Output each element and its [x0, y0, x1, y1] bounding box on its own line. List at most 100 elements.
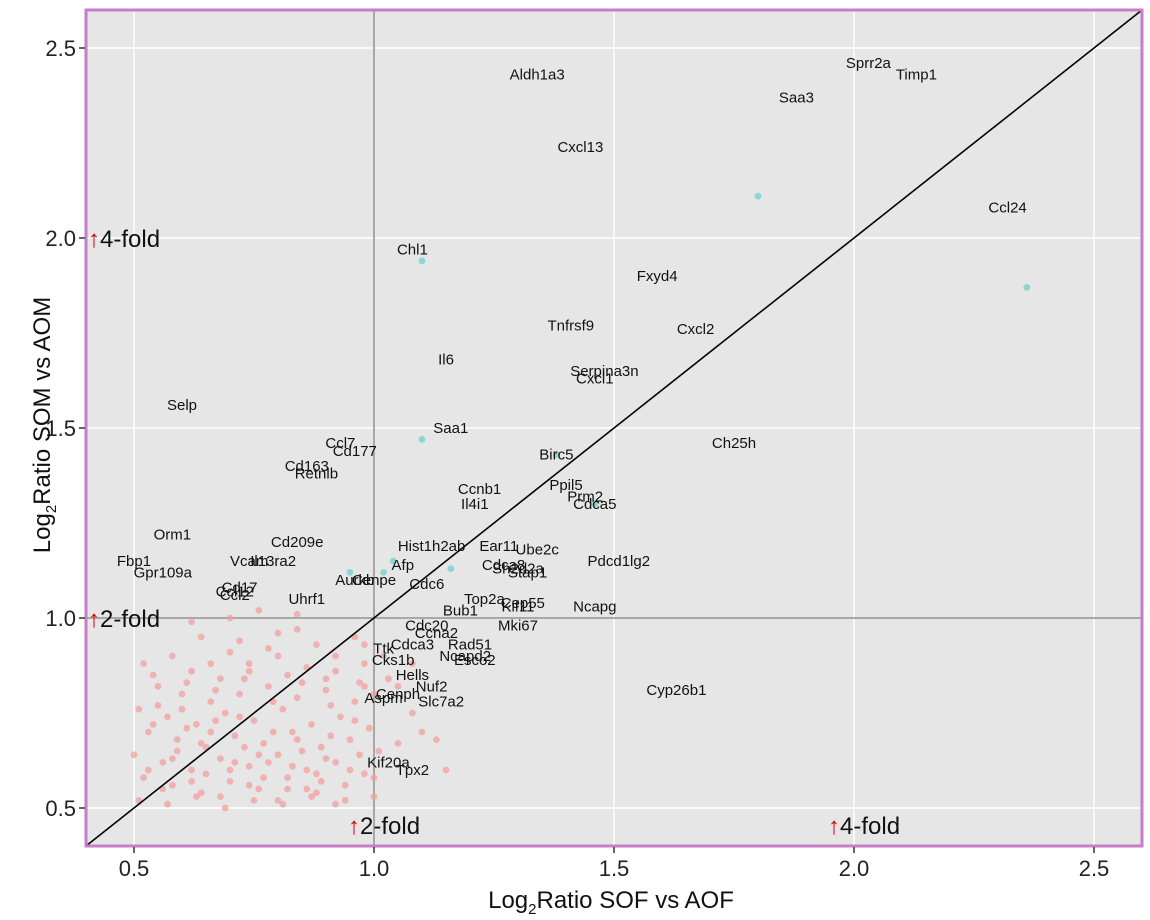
data-point [303, 785, 311, 793]
data-point [241, 675, 248, 683]
data-point [279, 800, 287, 808]
data-point [375, 747, 383, 755]
x-tick-label: 1.5 [599, 856, 630, 881]
data-point [164, 800, 172, 808]
gene-label: Ppil5 [549, 477, 582, 494]
data-point [188, 667, 196, 675]
data-point [327, 702, 335, 709]
gene-label: Timp1 [896, 67, 937, 84]
gene-label: Slc7a2 [418, 694, 464, 711]
data-point [351, 698, 359, 705]
x-axis-title: Log2Ratio SOF vs AOF [488, 887, 734, 918]
gene-label: Cd17 [222, 580, 258, 597]
data-point [149, 721, 157, 728]
highlight-point [447, 565, 455, 572]
y-axis-title-subscript: 2 [43, 505, 60, 513]
gene-label: Serpina3n [570, 363, 638, 380]
data-point [409, 709, 416, 717]
data-point [245, 660, 253, 667]
x-tick-label: 2.0 [839, 856, 870, 881]
data-point [279, 705, 287, 713]
highlight-point [1023, 284, 1031, 291]
data-point [145, 766, 152, 774]
data-point [245, 781, 253, 789]
data-point [409, 660, 416, 667]
gene-label: Cdca5 [573, 496, 616, 513]
y-axis-title-suffix: Ratio SOM vs AOM [29, 297, 56, 505]
data-point [207, 728, 215, 736]
gene-label: Cdca3 [391, 637, 434, 654]
data-point [289, 762, 296, 770]
gene-label: Ccnb1 [458, 481, 501, 498]
data-point [226, 614, 234, 622]
x-tick-label: 2.5 [1079, 856, 1110, 881]
data-point [346, 766, 354, 774]
data-point [269, 728, 277, 736]
data-point [231, 759, 239, 766]
gene-label: Ch25h [712, 435, 756, 452]
data-point [183, 724, 191, 732]
data-point [341, 797, 349, 804]
gene-label: Cdc6 [409, 576, 444, 593]
data-point [250, 797, 258, 804]
gene-label: Saa1 [433, 420, 468, 437]
highlight-point [591, 500, 599, 508]
y-axis-title-prefix: Log [29, 513, 56, 553]
data-point [265, 683, 272, 690]
data-point [164, 713, 172, 721]
data-point [370, 793, 378, 800]
data-point [197, 789, 205, 797]
data-point [173, 747, 181, 755]
y-axis-title: Log2Ratio SOM vs AOM [29, 297, 60, 553]
data-point [169, 652, 176, 660]
data-point [217, 755, 224, 762]
gene-label: Cd209e [271, 534, 324, 551]
data-point [140, 774, 148, 781]
x-tick-label: 0.5 [119, 856, 150, 881]
fold-markers: ↑2-fold↑4-fold↑2-fold ↑4-fold [88, 226, 900, 840]
x-axis-title-suffix: Ratio SOF vs AOF [537, 887, 734, 914]
data-point [365, 724, 373, 732]
data-point [154, 683, 162, 690]
data-point [293, 736, 301, 743]
gene-label: Bub1 [443, 602, 478, 619]
gene-label: Orm1 [154, 526, 192, 543]
gene-label: Fbp1 [117, 553, 151, 570]
data-point [154, 702, 162, 709]
data-point [265, 759, 272, 766]
data-point [255, 785, 263, 793]
data-point [217, 675, 224, 683]
data-point [207, 660, 215, 667]
gene-label: Cdc20 [405, 618, 448, 635]
data-point [236, 690, 244, 698]
data-point [418, 728, 426, 736]
gene-label: Ear11 [479, 538, 518, 555]
highlight-point [418, 436, 426, 443]
data-point [341, 781, 349, 789]
x-axis-ticks: 0.5 1.0 1.5 2.0 2.5 [119, 847, 1110, 881]
data-point [298, 679, 306, 686]
data-point [265, 645, 272, 652]
data-point [245, 762, 253, 770]
highlight-point [380, 569, 387, 576]
fold-arrow-icon: ↑ [348, 813, 360, 840]
data-point [361, 770, 368, 778]
data-point [226, 778, 234, 785]
y-tick-label: 0.5 [45, 796, 76, 821]
data-point [327, 732, 335, 740]
fold-lines [86, 10, 1142, 846]
data-point [332, 667, 339, 675]
highlight-point [553, 451, 560, 458]
data-point [313, 789, 320, 797]
gene-label: Il4i1 [461, 496, 489, 513]
gene-label: Il6 [438, 352, 454, 369]
data-point [293, 626, 301, 633]
gene-label: Cenph [376, 686, 420, 703]
data-point [255, 607, 263, 614]
gene-label: Top2a [464, 591, 506, 608]
y-tick-label: 2.5 [45, 36, 76, 61]
gene-label: Cenpe [352, 572, 396, 589]
data-point [317, 778, 325, 785]
gene-label: Prm2 [567, 488, 603, 505]
